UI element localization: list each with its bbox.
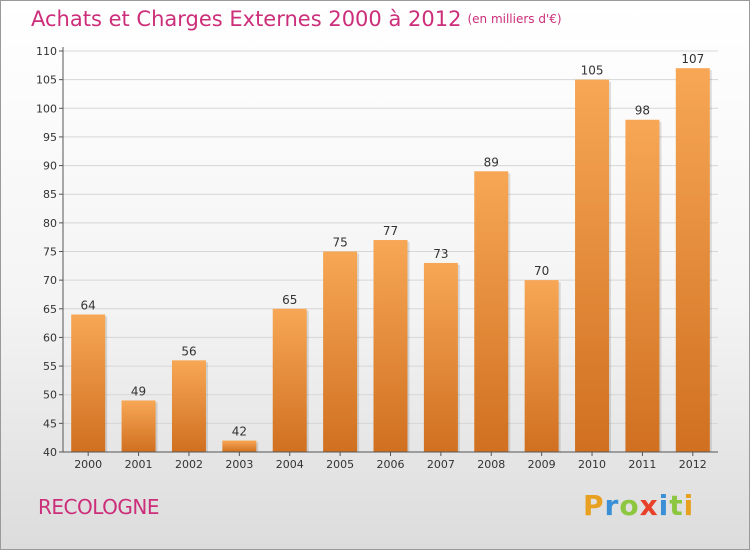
x-tick-label: 2007: [427, 458, 455, 471]
y-tick-label: 100: [36, 102, 57, 115]
y-tick-label: 110: [36, 45, 57, 58]
logo-letter: r: [604, 489, 620, 522]
bar: [575, 79, 610, 453]
bar: [121, 400, 156, 452]
bar: [625, 119, 660, 452]
x-tick-label: 2009: [528, 458, 556, 471]
x-tick-label: 2006: [377, 458, 405, 471]
value-label: 49: [131, 384, 146, 398]
value-label: 98: [635, 104, 650, 118]
bar: [272, 308, 307, 452]
bar: [373, 240, 408, 452]
x-tick-label: 2002: [175, 458, 203, 471]
value-label: 75: [332, 236, 347, 250]
y-tick-label: 105: [36, 74, 57, 87]
value-label: 42: [232, 425, 247, 439]
y-tick-label: 70: [43, 274, 57, 287]
value-label: 73: [433, 247, 448, 261]
value-label: 107: [681, 52, 704, 66]
x-tick-label: 2000: [74, 458, 102, 471]
x-tick-label: 2005: [326, 458, 354, 471]
logo-letter: o: [619, 489, 640, 522]
logo-letter: t: [669, 489, 684, 522]
bar: [675, 68, 710, 452]
title-unit: (en milliers d'€): [467, 12, 562, 26]
x-tick-label: 2003: [225, 458, 253, 471]
logo-letter: i: [658, 489, 670, 522]
value-label: 65: [282, 293, 297, 307]
logo-letter: x: [639, 489, 659, 522]
y-tick-label: 55: [43, 360, 57, 373]
value-label: 70: [534, 264, 549, 278]
title-text: Achats et Charges Externes 2000 à 2012: [31, 7, 462, 31]
bars: [71, 68, 712, 453]
bar: [171, 360, 206, 452]
logo-letter: P: [583, 489, 605, 522]
value-label: 77: [383, 224, 398, 238]
y-tick-label: 65: [43, 303, 57, 316]
labels: 40 45 50 55 60 65 70 75 80 85 90 95 100 105 110 64 2000 4…: [36, 45, 707, 471]
proxiti-logo: Proxiti: [583, 489, 694, 522]
commune-name: RECOLOGNE: [38, 495, 160, 519]
y-tick-label: 40: [43, 446, 57, 459]
y-tick-label: 60: [43, 331, 57, 344]
value-label: 56: [181, 344, 196, 358]
x-tick-label: 2010: [578, 458, 606, 471]
value-label: 105: [581, 64, 604, 78]
bar: [423, 262, 458, 452]
bar: [71, 314, 106, 452]
x-tick-label: 2001: [125, 458, 153, 471]
logo-letter: i: [683, 489, 695, 522]
x-tick-label: 2004: [276, 458, 304, 471]
chart-title: Achats et Charges Externes 2000 à 2012 (e…: [31, 7, 562, 31]
x-tick-label: 2011: [628, 458, 656, 471]
axes: [59, 47, 718, 456]
bar: [323, 251, 358, 452]
x-tick-label: 2012: [679, 458, 707, 471]
bar: [222, 440, 257, 452]
y-tick-label: 45: [43, 417, 57, 430]
value-label: 64: [81, 299, 96, 313]
bar: [524, 280, 559, 452]
y-tick-label: 50: [43, 389, 57, 402]
bar: [474, 171, 509, 453]
y-tick-label: 90: [43, 160, 57, 173]
y-tick-label: 85: [43, 188, 57, 201]
y-tick-label: 80: [43, 217, 57, 230]
x-tick-label: 2008: [477, 458, 505, 471]
y-tick-label: 95: [43, 131, 57, 144]
y-tick-label: 75: [43, 246, 57, 259]
value-label: 89: [484, 155, 499, 169]
